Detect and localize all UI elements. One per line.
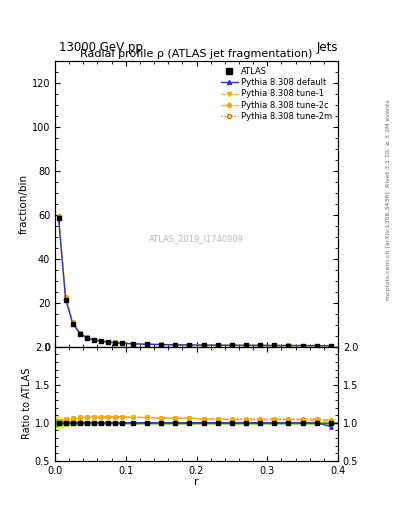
X-axis label: r: r: [194, 477, 199, 487]
Text: Jets: Jets: [316, 41, 338, 54]
Title: Radial profile ρ (ATLAS jet fragmentation): Radial profile ρ (ATLAS jet fragmentatio…: [80, 49, 313, 59]
Y-axis label: fraction/bin: fraction/bin: [19, 174, 29, 234]
Text: Rivet 3.1.10, ≥ 3.2M events: Rivet 3.1.10, ≥ 3.2M events: [386, 99, 391, 187]
Text: ATLAS_2019_I1740909: ATLAS_2019_I1740909: [149, 234, 244, 243]
Legend: ATLAS, Pythia 8.308 default, Pythia 8.308 tune-1, Pythia 8.308 tune-2c, Pythia 8: ATLAS, Pythia 8.308 default, Pythia 8.30…: [219, 66, 334, 122]
Text: 13000 GeV pp: 13000 GeV pp: [59, 41, 143, 54]
Text: mcplots.cern.ch [arXiv:1306.3436]: mcplots.cern.ch [arXiv:1306.3436]: [386, 191, 391, 300]
Y-axis label: Ratio to ATLAS: Ratio to ATLAS: [22, 368, 32, 439]
